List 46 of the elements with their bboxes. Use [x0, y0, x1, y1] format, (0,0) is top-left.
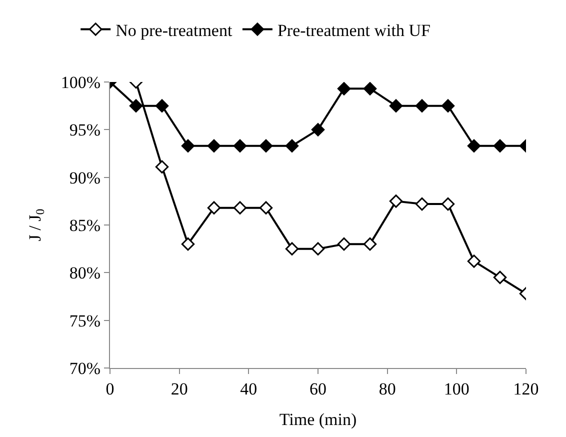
point — [389, 194, 403, 208]
point — [233, 201, 247, 214]
point — [415, 99, 429, 112]
y-tick-label: 90% — [69, 168, 101, 188]
legend-label: Pre-treatment with UF — [277, 20, 430, 40]
point — [363, 237, 377, 251]
x-tick-label: 60 — [310, 379, 326, 398]
point — [415, 197, 429, 211]
point — [363, 82, 377, 96]
y-tick-label: 70% — [69, 358, 101, 378]
x-tick-label: 80 — [378, 379, 396, 398]
x-tick-label: 20 — [170, 379, 188, 398]
point — [493, 139, 507, 152]
x-tick-label: 100 — [444, 379, 470, 398]
point — [233, 139, 247, 152]
point — [129, 99, 143, 112]
point — [155, 99, 169, 112]
y-tick-label: 95% — [69, 120, 101, 140]
point — [285, 242, 299, 256]
y-tick-label: 100% — [60, 72, 101, 92]
x-axis-title: Time (min) — [279, 410, 357, 429]
point — [467, 139, 481, 152]
point — [285, 139, 299, 152]
x-tick-label: 120 — [513, 379, 539, 398]
point — [181, 237, 195, 251]
point — [181, 139, 195, 152]
point — [155, 160, 169, 174]
y-tick-label: 85% — [69, 216, 101, 235]
point — [389, 99, 403, 112]
point — [207, 201, 221, 214]
point — [441, 99, 455, 112]
point — [259, 201, 273, 214]
legend-label: No pre-treatment — [116, 20, 232, 40]
x-tick-label: 40 — [240, 379, 258, 398]
point — [337, 237, 351, 251]
y-tick-label: 80% — [69, 264, 101, 283]
point — [467, 254, 481, 268]
point — [337, 82, 351, 96]
point — [311, 123, 325, 136]
x-tick-label: 0 — [106, 379, 114, 398]
point — [259, 139, 273, 152]
point — [441, 197, 455, 211]
y-tick-label: 75% — [69, 311, 101, 330]
point — [311, 242, 325, 256]
point — [493, 270, 507, 284]
point — [207, 139, 221, 152]
